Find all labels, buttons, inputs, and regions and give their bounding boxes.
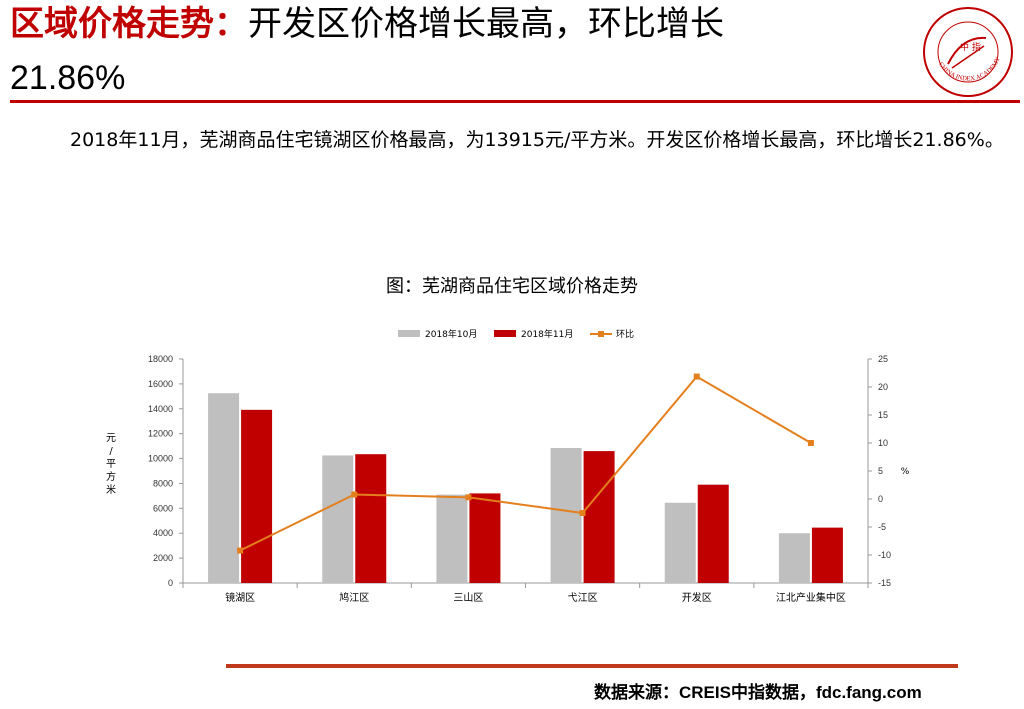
china-index-academy-seal-icon: 中 指 CHINA INDEX ACADEMY: [923, 7, 1013, 97]
category-label: 开发区: [682, 591, 712, 604]
footer-divider: [226, 664, 958, 668]
data-source: 数据来源：CREIS中指数据，fdc.fang.com: [594, 683, 922, 702]
y-tick-label: 16000: [148, 379, 173, 389]
y-tick-label: 4000: [153, 528, 173, 538]
y2-tick-label: 15: [878, 410, 888, 420]
y2-tick-label: 25: [878, 354, 888, 364]
category-label: 江北产业集中区: [776, 591, 846, 604]
bar-oct: [208, 393, 240, 583]
bar-oct: [322, 455, 354, 583]
bar-nov: [697, 484, 729, 583]
mom-point: [579, 510, 586, 516]
legend-swatch: [398, 330, 420, 337]
y2-tick-label: 5: [878, 466, 883, 476]
y-tick-label: 0: [168, 578, 173, 588]
y-tick-label: 14000: [148, 404, 173, 414]
y-axis-label-char: /: [109, 446, 113, 457]
category-label: 镜湖区: [225, 591, 255, 604]
y-axis-label-char: 元: [106, 433, 116, 444]
bar-oct: [664, 502, 696, 583]
y-tick-label: 8000: [153, 478, 173, 488]
category-label: 弋江区: [568, 591, 598, 604]
mom-point: [807, 440, 814, 446]
category-label: 鸠江区: [339, 591, 369, 604]
seal-center-text: 中 指: [960, 41, 981, 53]
y-axis-label-char: 平: [106, 459, 116, 470]
bar-nov: [355, 454, 387, 583]
y2-tick-label: -10: [878, 550, 891, 560]
bar-nov: [469, 493, 501, 583]
chart-title: 图：芜湖商品住宅区域价格走势: [386, 276, 638, 297]
y2-tick-label: 10: [878, 438, 888, 448]
y-axis-label-char: 米: [106, 483, 116, 496]
bar-nov: [811, 527, 843, 583]
legend-marker: [598, 331, 604, 337]
mom-line: [239, 375, 812, 552]
y-tick-label: 10000: [148, 454, 173, 464]
page-title-rest: 开发区价格增长最高，环比增长: [248, 4, 724, 44]
mom-point: [351, 491, 358, 498]
y2-tick-label: 20: [878, 382, 888, 392]
y-tick-label: 18000: [148, 354, 173, 364]
category-label: 三山区: [453, 592, 483, 604]
y2-tick-label: 0: [878, 494, 883, 504]
bar-oct: [550, 447, 582, 583]
page-title-highlight: 区域价格走势：: [10, 4, 248, 44]
bar-nov: [241, 409, 273, 583]
y2-tick-label: -15: [878, 578, 891, 588]
legend-swatch: [494, 330, 516, 337]
summary-paragraph: 2018年11月，芜湖商品住宅镜湖区价格最高，为13915元/平方米。开发区价格…: [70, 129, 1004, 151]
mom-point: [237, 547, 244, 554]
y-tick-label: 12000: [148, 429, 173, 439]
page-title: 区域价格走势：开发区价格增长最高，环比增长: [10, 4, 910, 44]
y-tick-label: 6000: [153, 503, 173, 513]
title-divider: [10, 100, 1020, 103]
bar-oct: [436, 494, 468, 583]
y2-axis-label: %: [901, 467, 910, 477]
page-title-second-line: 21.86%: [10, 59, 126, 97]
y2-tick-label: -5: [878, 522, 886, 532]
mom-point: [465, 494, 472, 501]
mom-point: [693, 373, 700, 380]
bar-oct: [778, 533, 810, 583]
y-axis-label-char: 方: [106, 470, 116, 483]
bar-nov: [583, 451, 615, 583]
legend-label: 环比: [616, 328, 634, 340]
legend-label: 2018年11月: [521, 328, 573, 340]
y-tick-label: 2000: [153, 553, 173, 563]
legend-label: 2018年10月: [425, 328, 477, 340]
